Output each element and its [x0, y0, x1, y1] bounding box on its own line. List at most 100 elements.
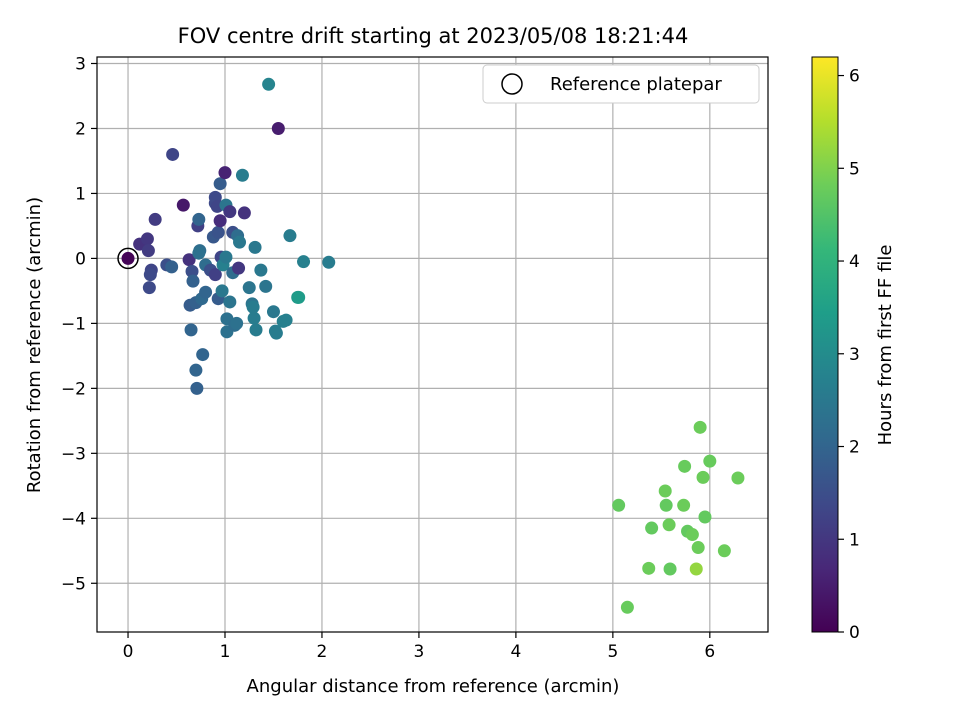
colorbar-tick-label: 4 — [849, 252, 860, 272]
data-point — [269, 326, 283, 340]
colorbar-tick-label: 1 — [849, 530, 860, 550]
data-point — [693, 420, 707, 434]
data-point — [184, 323, 198, 337]
y-tick-label: −4 — [61, 509, 86, 529]
reference-marker — [117, 247, 139, 270]
data-point — [190, 381, 204, 395]
x-tick-label: 6 — [704, 642, 715, 662]
data-point — [223, 295, 237, 309]
data-point — [249, 323, 263, 337]
data-point — [196, 348, 210, 362]
x-axis-label: Angular distance from reference (arcmin) — [247, 676, 620, 697]
data-point — [235, 168, 249, 182]
data-point — [658, 484, 672, 498]
data-point — [678, 459, 692, 473]
colorbar-tick-label: 2 — [849, 438, 860, 458]
data-point — [237, 206, 251, 220]
y-axis-ticks: −5 −4 −3 −2 −1 0 1 2 3 — [61, 54, 97, 594]
x-tick-label: 1 — [220, 642, 231, 662]
reference-point — [117, 247, 139, 270]
data-point — [121, 251, 135, 265]
legend: Reference platepar — [482, 64, 760, 104]
legend-marker — [501, 73, 523, 95]
colorbar-label: Hours from first FF file — [875, 245, 896, 446]
data-point — [659, 498, 673, 512]
colorbar-tick-label: 5 — [849, 159, 860, 179]
data-point — [199, 285, 213, 299]
data-point — [219, 250, 233, 264]
data-point — [696, 470, 710, 484]
data-point — [262, 77, 276, 91]
data-point — [283, 229, 297, 243]
y-tick-label: −3 — [61, 444, 86, 464]
grid-lines — [97, 57, 768, 632]
data-point — [266, 305, 280, 319]
colorbar — [811, 56, 839, 633]
data-point — [689, 562, 703, 576]
y-axis-label: Rotation from reference (arcmin) — [24, 197, 45, 493]
x-axis-ticks: 0 1 2 3 4 5 6 — [123, 632, 715, 662]
y-tick-label: −1 — [61, 314, 86, 334]
data-point — [215, 284, 229, 298]
data-point — [292, 290, 306, 304]
legend-label: Reference platepar — [550, 74, 722, 95]
data-point — [254, 263, 268, 277]
data-point — [185, 264, 199, 278]
plot-frame — [96, 56, 769, 633]
y-tick-label: 2 — [75, 119, 86, 139]
data-point — [279, 313, 293, 327]
x-tick-label: 2 — [317, 642, 328, 662]
data-point — [141, 244, 155, 258]
colorbar-tick-label: 0 — [849, 623, 860, 643]
x-tick-label: 4 — [510, 642, 521, 662]
data-point — [148, 212, 162, 226]
data-point — [620, 600, 634, 614]
data-point — [663, 562, 677, 576]
data-point — [612, 498, 626, 512]
data-point — [691, 541, 705, 555]
data-point — [176, 198, 190, 212]
data-point — [218, 166, 232, 180]
x-tick-label: 5 — [607, 642, 618, 662]
data-point — [642, 561, 656, 575]
data-point — [211, 225, 225, 239]
y-tick-label: −5 — [61, 574, 86, 594]
data-point — [182, 253, 196, 267]
data-point — [189, 363, 203, 377]
data-point — [685, 528, 699, 542]
data-point — [731, 471, 745, 485]
data-point — [259, 279, 273, 293]
data-point — [247, 311, 261, 325]
colorbar-tick-label: 6 — [849, 67, 860, 87]
y-tick-label: −2 — [61, 379, 86, 399]
data-point — [645, 521, 659, 535]
colorbar-ticks: 0 1 2 3 4 5 6 — [838, 67, 860, 643]
data-point — [143, 268, 157, 282]
legend-box — [482, 64, 760, 104]
data-point — [140, 232, 154, 246]
data-point — [213, 177, 227, 191]
y-tick-label: 1 — [75, 184, 86, 204]
data-point — [166, 147, 180, 161]
data-point — [297, 255, 311, 269]
data-point — [165, 260, 179, 274]
data-point — [271, 121, 285, 135]
data-point — [662, 518, 676, 532]
data-point — [230, 316, 244, 330]
x-tick-label: 3 — [414, 642, 425, 662]
data-point — [186, 274, 200, 288]
data-point — [698, 510, 712, 524]
data-point — [208, 268, 222, 282]
data-point — [717, 544, 731, 558]
data-point — [142, 281, 156, 295]
data-point — [246, 300, 260, 314]
chart-title: FOV centre drift starting at 2023/05/08 … — [178, 24, 689, 48]
data-point — [242, 281, 256, 295]
data-point — [322, 255, 336, 269]
data-point — [223, 205, 237, 219]
data-point — [232, 261, 246, 275]
y-tick-label: 0 — [75, 249, 86, 269]
data-point — [192, 246, 206, 260]
